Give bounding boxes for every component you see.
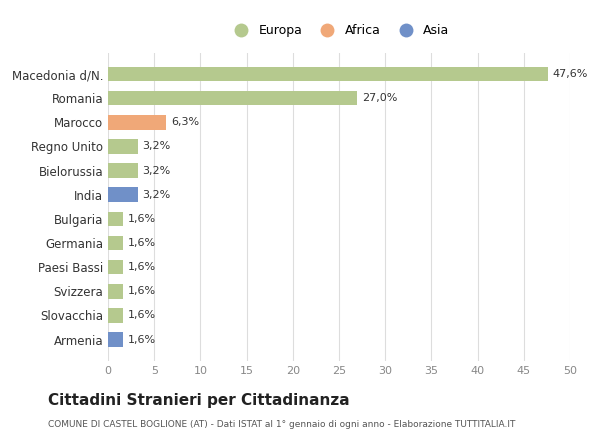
Bar <box>108 284 123 298</box>
Legend: Europa, Africa, Asia: Europa, Africa, Asia <box>223 19 455 42</box>
Text: 1,6%: 1,6% <box>127 238 155 248</box>
Bar <box>108 212 123 226</box>
Bar <box>108 332 123 347</box>
Text: 1,6%: 1,6% <box>127 286 155 296</box>
Text: 1,6%: 1,6% <box>127 262 155 272</box>
Text: 1,6%: 1,6% <box>127 214 155 224</box>
Text: 47,6%: 47,6% <box>553 69 588 79</box>
Bar <box>108 260 123 275</box>
Bar <box>108 91 358 106</box>
Text: Cittadini Stranieri per Cittadinanza: Cittadini Stranieri per Cittadinanza <box>48 393 350 408</box>
Bar <box>108 236 123 250</box>
Text: 6,3%: 6,3% <box>171 117 199 127</box>
Text: 3,2%: 3,2% <box>142 190 170 200</box>
Text: 3,2%: 3,2% <box>142 165 170 176</box>
Bar <box>108 67 548 81</box>
Bar <box>108 115 166 129</box>
Bar <box>108 139 137 154</box>
Text: 1,6%: 1,6% <box>127 334 155 345</box>
Bar <box>108 187 137 202</box>
Bar <box>108 163 137 178</box>
Bar <box>108 308 123 323</box>
Text: 3,2%: 3,2% <box>142 141 170 151</box>
Text: COMUNE DI CASTEL BOGLIONE (AT) - Dati ISTAT al 1° gennaio di ogni anno - Elabora: COMUNE DI CASTEL BOGLIONE (AT) - Dati IS… <box>48 420 515 429</box>
Text: 1,6%: 1,6% <box>127 311 155 320</box>
Text: 27,0%: 27,0% <box>362 93 397 103</box>
